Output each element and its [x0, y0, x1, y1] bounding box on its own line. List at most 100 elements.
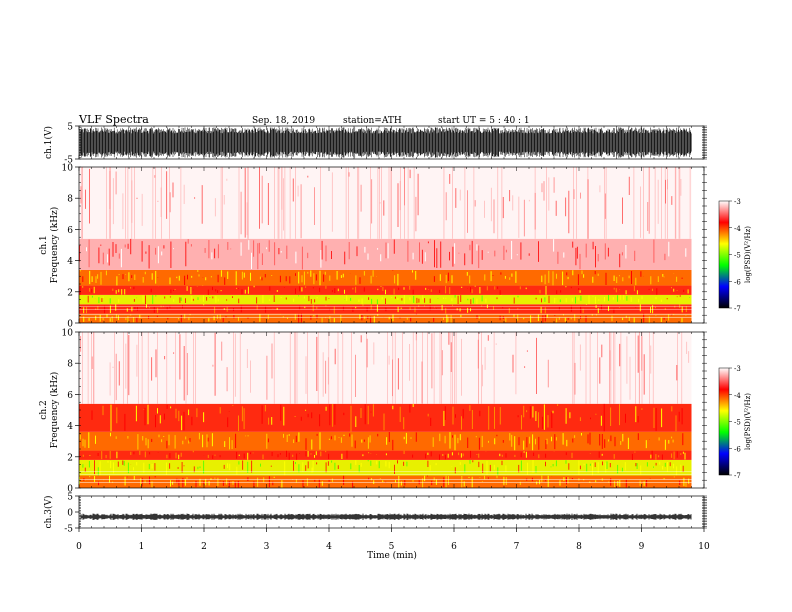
spec2-speckle — [88, 432, 670, 451]
spec1-speckle — [79, 270, 664, 286]
cb2-tick-label: -5 — [734, 419, 741, 427]
time-axis: 0 1 2 3 4 5 6 7 8 9 10 Time (min) — [76, 528, 710, 561]
ch3-ylabel: ch.3(V) — [43, 496, 54, 529]
ch1-ytick-label: 5 — [67, 123, 73, 133]
spec2-ytick-label: 0 — [67, 485, 73, 495]
time-axis-label: Time (min) — [367, 550, 417, 561]
cb2-tick-label: -3 — [734, 365, 741, 373]
spec2-speckle — [89, 450, 686, 460]
date-label: Sep. 18, 2019 — [252, 116, 315, 126]
cb1-tick-label: -7 — [734, 305, 741, 313]
ch3-waveform-trace — [80, 513, 692, 520]
time-tick-label: 2 — [201, 542, 207, 552]
ch1-colorbar: -3 -4 -5 -6 -7 log(PSD)(V²/Hz) — [718, 198, 752, 313]
time-tick-label: 8 — [576, 542, 582, 552]
ch2-spectrogram-panel: 0 2 4 6 8 10 ch.2 Frequency (kHz) — [39, 329, 707, 495]
cb2-tick-label: -4 — [734, 392, 741, 400]
cb2-label: log(PSD)(V²/Hz) — [744, 393, 752, 450]
spec2-band — [79, 450, 692, 460]
spec1-band — [79, 167, 692, 239]
ch3-ytick-label: 5 — [67, 493, 73, 503]
ch3-ytick-label: 0 — [67, 509, 73, 519]
spec2-ytick-label: 8 — [67, 360, 73, 370]
spec1-sferics — [81, 167, 691, 239]
time-tick-label: 0 — [76, 542, 82, 552]
time-tick-label: 7 — [514, 542, 520, 552]
cb2-tick-label: -6 — [734, 445, 741, 453]
spec2-ytick-label: 6 — [67, 391, 73, 401]
spec1-speckle — [91, 294, 690, 305]
spec2-ytick-label: 4 — [67, 422, 73, 432]
ch3-waveform-panel: 5 0 -5 ch.3(V) — [43, 493, 707, 535]
spec1-speckle — [82, 270, 683, 286]
spec2-speckle — [79, 475, 690, 488]
spec2-speckle — [110, 403, 663, 432]
spec1-speckle — [87, 295, 681, 305]
spec2-band — [79, 332, 692, 404]
spec1-speckle — [102, 294, 662, 305]
time-tick-label: 3 — [264, 542, 270, 552]
time-tick-label: 4 — [326, 542, 332, 552]
spec2-band — [79, 459, 692, 476]
spec1-speckle — [89, 285, 678, 295]
ch3-frame — [78, 495, 705, 529]
spec1-ytick-label: 10 — [62, 164, 74, 174]
spec2-ylabel-line1: ch.2 — [39, 400, 49, 419]
spec1-band — [79, 238, 692, 270]
time-tick-label: 9 — [639, 542, 645, 552]
ch1-ylabel: ch.1(V) — [43, 126, 54, 159]
spec2-speckle — [151, 432, 684, 451]
start-time-label: start UT = 5 : 40 : 1 — [438, 116, 530, 126]
time-tick-label: 10 — [698, 542, 710, 552]
spec1-ylabel-line2: Frequency (kHz) — [49, 207, 60, 284]
figure-title: VLF Spectra — [78, 113, 149, 126]
ch1-waveform-panel: 5 -5 ch.1(V) — [43, 123, 707, 166]
cb1-tick-label: -4 — [734, 225, 741, 233]
cb1-tick-label: -3 — [734, 198, 741, 206]
spec2-speckle — [82, 460, 666, 476]
cb1-tick-label: -5 — [734, 252, 741, 260]
spec2-speckle — [84, 460, 684, 475]
ch2-colorbar: -3 -4 -5 -6 -7 log(PSD)(V²/Hz) — [718, 365, 752, 480]
time-tick-label: 6 — [451, 542, 457, 552]
spec2-speckle — [112, 332, 678, 401]
spec2-speckle — [80, 333, 643, 404]
spec1-band — [79, 269, 692, 286]
spec2-ytick-label: 2 — [67, 453, 73, 463]
cb1-label: log(PSD)(V²/Hz) — [744, 226, 752, 283]
ch3-ytick-label: -5 — [64, 525, 73, 535]
time-tick-label: 5 — [389, 542, 395, 552]
spec1-ytick-label: 4 — [67, 257, 73, 267]
spec1-ytick-label: 2 — [67, 288, 73, 298]
ch1-waveform-trace — [79, 127, 692, 158]
spec1-band — [79, 304, 692, 314]
spec1-ytick-label: 6 — [67, 226, 73, 236]
spec2-ytick-label: 10 — [62, 329, 74, 339]
spec2-band — [79, 403, 692, 432]
ch1-ytick-label: -5 — [64, 156, 73, 166]
spec2-speckle — [79, 432, 674, 450]
spec2-ylabel-line2: Frequency (kHz) — [49, 372, 60, 449]
spec2-speckle — [97, 450, 678, 460]
spec2-speckle — [102, 404, 677, 432]
spec1-speckle — [85, 167, 673, 239]
spec1-speckle — [79, 238, 621, 269]
spec1-speckle — [88, 239, 666, 270]
spec1-speckle — [82, 285, 689, 295]
spec1-ylabel-line1: ch.1 — [39, 235, 49, 254]
cb2-tick-label: -7 — [734, 472, 741, 480]
spec1-band — [79, 313, 692, 323]
spec1-ytick-label: 8 — [67, 195, 73, 205]
spec2-sferics — [82, 332, 683, 404]
ch1-spectrogram-panel: 0 2 4 6 8 10 ch.1 Frequency (kHz) — [39, 164, 707, 330]
spec2-speckle — [91, 403, 683, 432]
spec2-speckle — [99, 459, 682, 476]
time-tick-label: 1 — [139, 542, 145, 552]
spec2-speckle — [82, 450, 682, 460]
spec1-speckle — [79, 285, 685, 295]
cb1-gradient — [718, 200, 730, 309]
spec1-ytick-label: 0 — [67, 320, 73, 330]
station-label: station=ATH — [343, 116, 402, 126]
cb1-tick-label: -6 — [734, 278, 741, 286]
